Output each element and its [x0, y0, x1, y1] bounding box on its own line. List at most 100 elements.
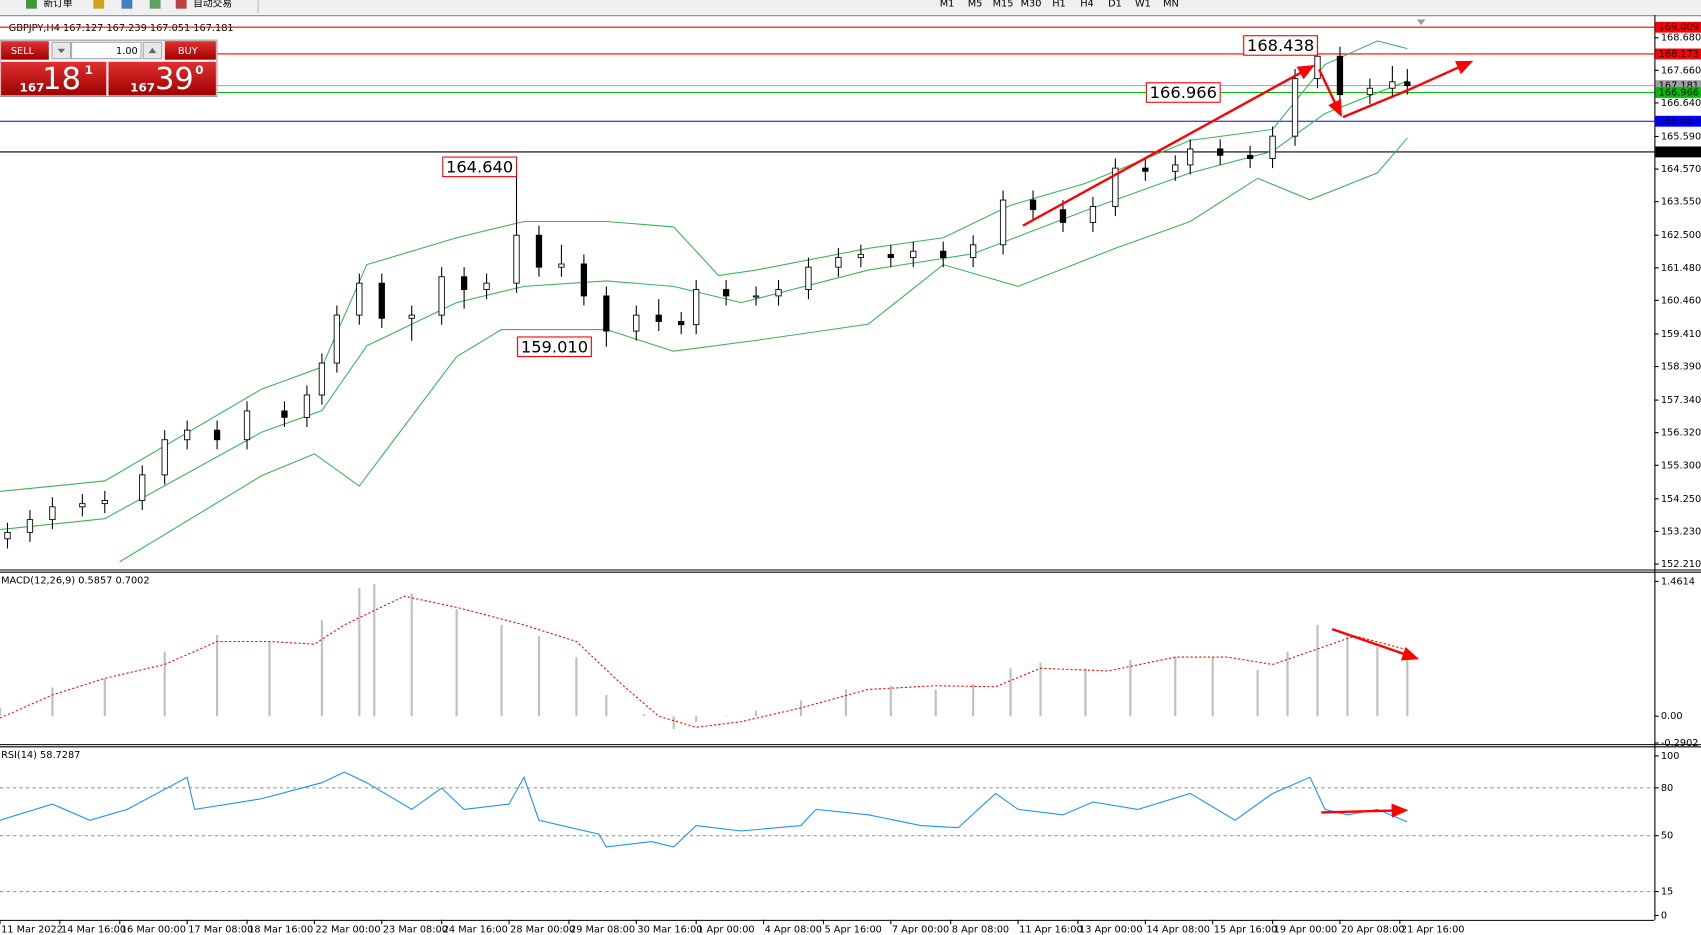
histogram-bar: [455, 609, 458, 717]
ask-sup[interactable]: 0: [195, 63, 203, 77]
histogram-bar: [1376, 646, 1379, 717]
x-tick-label: 11 Mar 2022: [1, 925, 63, 935]
candle-body: [999, 199, 1007, 246]
new-order[interactable]: 新订单: [43, 0, 73, 9]
candle-body: [1217, 148, 1224, 156]
candle-body: [4, 531, 11, 540]
ask-price[interactable]: 167 39 0: [108, 61, 216, 97]
icon[interactable]: [175, 0, 187, 9]
arrow: [1022, 65, 1315, 227]
candle-body: [752, 295, 760, 298]
histogram-bar: [575, 657, 578, 717]
bid-bg[interactable]: [1, 61, 107, 96]
ask-big[interactable]: 167: [130, 80, 155, 94]
histogram-bar: [268, 641, 271, 717]
histogram-bar: [216, 634, 219, 717]
x-tick-label: 1 Apr 00:00: [697, 925, 754, 935]
candle-body: [1389, 81, 1396, 89]
histogram-bar: [1039, 662, 1042, 717]
candle-body: [183, 429, 191, 441]
timeframe[interactable]: MN: [1163, 0, 1179, 9]
y-tick-label: 167.660: [1661, 65, 1701, 76]
timeframe[interactable]: M1: [940, 0, 955, 9]
timeframe[interactable]: M15: [993, 0, 1014, 9]
y-tick-label: 153.230: [1661, 526, 1701, 537]
timeframe[interactable]: W1: [1135, 0, 1151, 9]
lot-value[interactable]: 1.00: [116, 46, 138, 57]
candle-body: [513, 234, 520, 284]
x-tick-label: 18 Mar 16:00: [248, 925, 313, 935]
icon[interactable]: [26, 0, 37, 9]
sell-label[interactable]: SELL: [11, 46, 35, 57]
icon[interactable]: [121, 0, 133, 9]
buy-button[interactable]: BUY: [164, 41, 216, 60]
histogram-bar: [1174, 657, 1177, 717]
toolbar: [0, 0, 1701, 16]
icon[interactable]: [149, 0, 161, 9]
candle-body: [333, 314, 341, 364]
timeframe[interactable]: M30: [1021, 0, 1042, 9]
bid-sup[interactable]: 1: [85, 63, 93, 77]
histogram-bar: [1346, 635, 1349, 717]
candle-body: [243, 410, 251, 441]
ask-main[interactable]: 39: [155, 62, 194, 97]
histogram-bar: [672, 716, 675, 730]
icon[interactable]: [93, 0, 105, 9]
candle-body: [26, 519, 34, 533]
annotation-label: 166.966: [1150, 83, 1217, 102]
histogram-bar: [537, 635, 541, 717]
histogram-bar: [1009, 668, 1012, 717]
level-label: 168.173: [1659, 49, 1699, 60]
timeframe[interactable]: D1: [1108, 0, 1122, 9]
candle-body: [603, 295, 610, 332]
level-label: 169.009: [1659, 22, 1699, 33]
timeframe[interactable]: H1: [1052, 0, 1066, 9]
bid-big[interactable]: 167: [20, 80, 45, 94]
buy-bg[interactable]: [164, 41, 216, 60]
x-tick-label: 21 Apr 16:00: [1401, 925, 1465, 935]
buy-label[interactable]: BUY: [178, 46, 198, 57]
plot: GBPJPY,H4 167.127 167.239 167.051 167.18…: [0, 21, 1701, 935]
level-label: 167.181: [1659, 81, 1699, 92]
y-tick-label: 158.390: [1661, 362, 1701, 373]
candle-body: [1246, 154, 1254, 159]
x-tick-label: 11 Apr 16:00: [1019, 925, 1083, 935]
candle-body: [438, 276, 445, 316]
y-tick-label: 1.4614: [1661, 576, 1695, 587]
histogram-bar: [642, 714, 645, 717]
x-tick-label: 19 Apr 00:00: [1274, 925, 1338, 935]
candle-body: [318, 362, 326, 396]
candle-body: [857, 253, 865, 259]
x-tick-label: 4 Apr 08:00: [765, 925, 822, 935]
candle-body: [1291, 78, 1299, 137]
lot-input[interactable]: [71, 41, 142, 60]
x-tick-label: 22 Mar 00:00: [315, 925, 380, 935]
y-tick-label: 80: [1661, 783, 1673, 794]
histogram-bar: [358, 587, 361, 717]
timeframe[interactable]: M5: [968, 0, 983, 9]
candle-body: [161, 439, 168, 476]
sell-button[interactable]: SELL: [1, 41, 49, 60]
sell-bg[interactable]: [1, 41, 49, 60]
candle-body: [558, 263, 565, 268]
y-tick-label: 161.480: [1661, 263, 1701, 274]
auto-trading[interactable]: 自动交易: [193, 0, 232, 9]
histogram-bar: [725, 716, 728, 717]
candle-body: [910, 250, 917, 259]
histogram-bar: [0, 707, 2, 717]
x-tick-label: 20 Apr 08:00: [1341, 925, 1405, 935]
panel-bar: MACD(12,26,9) 0.5857 0.7002 1.4614 0.00 -0.…: [0, 575, 1699, 749]
line-series: [0, 40, 1408, 493]
y-tick-label: 163.550: [1661, 197, 1701, 208]
bid-main[interactable]: 18: [42, 62, 81, 97]
histogram-bar: [103, 678, 106, 717]
arrow: [1331, 627, 1420, 661]
candle-body: [139, 474, 146, 501]
histogram-bar: [320, 620, 323, 717]
y-tick-label: 164.570: [1661, 164, 1701, 175]
candle-body: [49, 506, 56, 521]
bid-price[interactable]: 167 18 1: [1, 61, 107, 97]
timeframe[interactable]: H4: [1080, 0, 1094, 9]
ask-bg[interactable]: [108, 61, 216, 96]
